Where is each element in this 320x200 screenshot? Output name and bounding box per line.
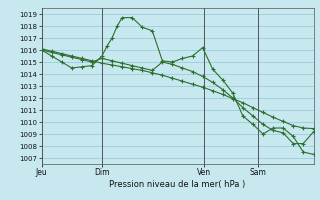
X-axis label: Pression niveau de la mer( hPa ): Pression niveau de la mer( hPa ) [109, 180, 246, 189]
